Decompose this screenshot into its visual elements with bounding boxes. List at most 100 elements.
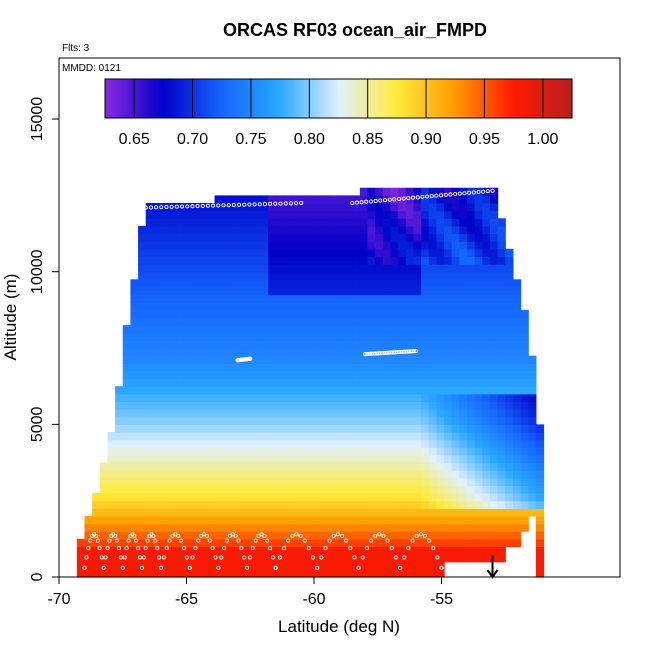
heatmap-cell xyxy=(245,286,254,296)
heatmap-cell xyxy=(413,241,422,250)
heatmap-cell xyxy=(206,363,216,372)
heatmap-cell xyxy=(138,485,147,494)
heatmap-cell xyxy=(107,508,116,517)
heatmap-cell xyxy=(421,493,430,502)
heatmap-cell xyxy=(474,386,483,395)
track-point xyxy=(273,201,278,206)
heatmap-cell xyxy=(359,210,369,219)
heatmap-cell xyxy=(444,523,453,532)
heatmap-cell xyxy=(199,309,208,319)
heatmap-cell xyxy=(482,447,491,456)
heatmap-cell xyxy=(130,386,139,395)
heatmap-cell xyxy=(283,393,292,403)
heatmap-cell xyxy=(214,370,223,380)
heatmap-cell xyxy=(145,493,154,502)
heatmap-cell xyxy=(252,355,262,364)
heatmap-cell xyxy=(214,546,223,555)
heatmap-cell xyxy=(222,401,231,410)
heatmap-cell xyxy=(451,431,460,441)
heatmap-cell xyxy=(413,569,422,578)
heatmap-cell xyxy=(405,302,415,311)
heatmap-cell xyxy=(474,317,483,326)
heatmap-cell xyxy=(436,340,445,349)
heatmap-cell xyxy=(367,454,376,464)
heatmap-cell xyxy=(489,462,499,471)
heatmap-cell xyxy=(375,515,384,525)
heatmap-cell xyxy=(252,248,262,258)
heatmap-cell xyxy=(283,332,292,341)
heatmap-cell xyxy=(206,431,216,441)
heatmap-cell xyxy=(451,454,460,464)
heatmap-cell xyxy=(145,332,154,341)
heatmap-cell xyxy=(382,332,392,341)
heatmap-cell xyxy=(260,462,269,471)
heatmap-cell xyxy=(497,317,506,326)
heatmap-cell xyxy=(298,248,307,258)
heatmap-cell xyxy=(222,500,231,509)
heatmap-cell xyxy=(161,256,170,265)
heatmap-cell xyxy=(336,431,346,441)
heatmap-cell xyxy=(153,241,162,250)
heatmap-cell xyxy=(352,538,361,548)
heatmap-cell xyxy=(122,447,131,456)
heatmap-cell xyxy=(413,294,422,303)
heatmap-cell xyxy=(168,531,177,540)
heatmap-cell xyxy=(153,340,162,349)
heatmap-cell xyxy=(168,294,177,303)
heatmap-cell xyxy=(451,508,460,517)
heatmap-cell xyxy=(214,195,223,204)
heatmap-cell xyxy=(122,485,131,494)
heatmap-cell xyxy=(321,447,330,456)
heatmap-cell xyxy=(535,531,545,540)
heatmap-cell xyxy=(237,309,246,319)
heatmap-cell xyxy=(229,195,239,204)
heatmap-cell xyxy=(138,225,147,235)
heatmap-cell xyxy=(336,439,346,448)
heatmap-cell xyxy=(451,203,460,212)
heatmap-cell xyxy=(375,225,384,235)
heatmap-cell xyxy=(375,393,384,403)
heatmap-cell xyxy=(275,340,284,349)
heatmap-cell xyxy=(367,409,376,418)
heatmap-cell xyxy=(398,477,407,487)
heatmap-cell xyxy=(444,325,453,334)
heatmap-cell xyxy=(199,241,208,250)
heatmap-cell xyxy=(206,409,216,418)
heatmap-cell xyxy=(130,431,139,441)
heatmap-cell xyxy=(199,569,208,578)
heatmap-cell xyxy=(107,569,116,578)
heatmap-cell xyxy=(176,508,185,517)
heatmap-cell xyxy=(260,393,269,403)
heatmap-cell xyxy=(375,340,384,349)
heatmap-cell xyxy=(482,523,491,532)
heatmap-cell xyxy=(268,546,277,555)
heatmap-cell xyxy=(467,286,476,296)
track-point xyxy=(427,538,432,543)
heatmap-cell xyxy=(329,286,338,296)
heatmap-cell xyxy=(176,477,185,487)
heatmap-cell xyxy=(444,302,453,311)
heatmap-cell xyxy=(161,508,170,517)
heatmap-cell xyxy=(153,454,162,464)
heatmap-cell xyxy=(237,508,246,517)
heatmap-cell xyxy=(359,424,369,433)
heatmap-cell xyxy=(344,531,353,540)
heatmap-cell xyxy=(398,554,407,563)
heatmap-cell xyxy=(168,218,177,227)
heatmap-cell xyxy=(436,271,445,280)
heatmap-cell xyxy=(176,241,185,250)
heatmap-cell xyxy=(321,401,330,410)
heatmap-cell xyxy=(214,294,223,303)
heatmap-cell xyxy=(398,416,407,425)
heatmap-cell xyxy=(229,332,239,341)
heatmap-cell xyxy=(444,340,453,349)
heatmap-cell xyxy=(145,294,154,303)
heatmap-cell xyxy=(138,279,147,288)
heatmap-cell xyxy=(367,561,376,570)
heatmap-cell xyxy=(398,439,407,448)
heatmap-cell xyxy=(382,569,392,578)
heatmap-cell xyxy=(474,554,483,563)
heatmap-cell xyxy=(314,523,323,532)
heatmap-cell xyxy=(474,538,483,548)
track-point xyxy=(448,192,453,197)
